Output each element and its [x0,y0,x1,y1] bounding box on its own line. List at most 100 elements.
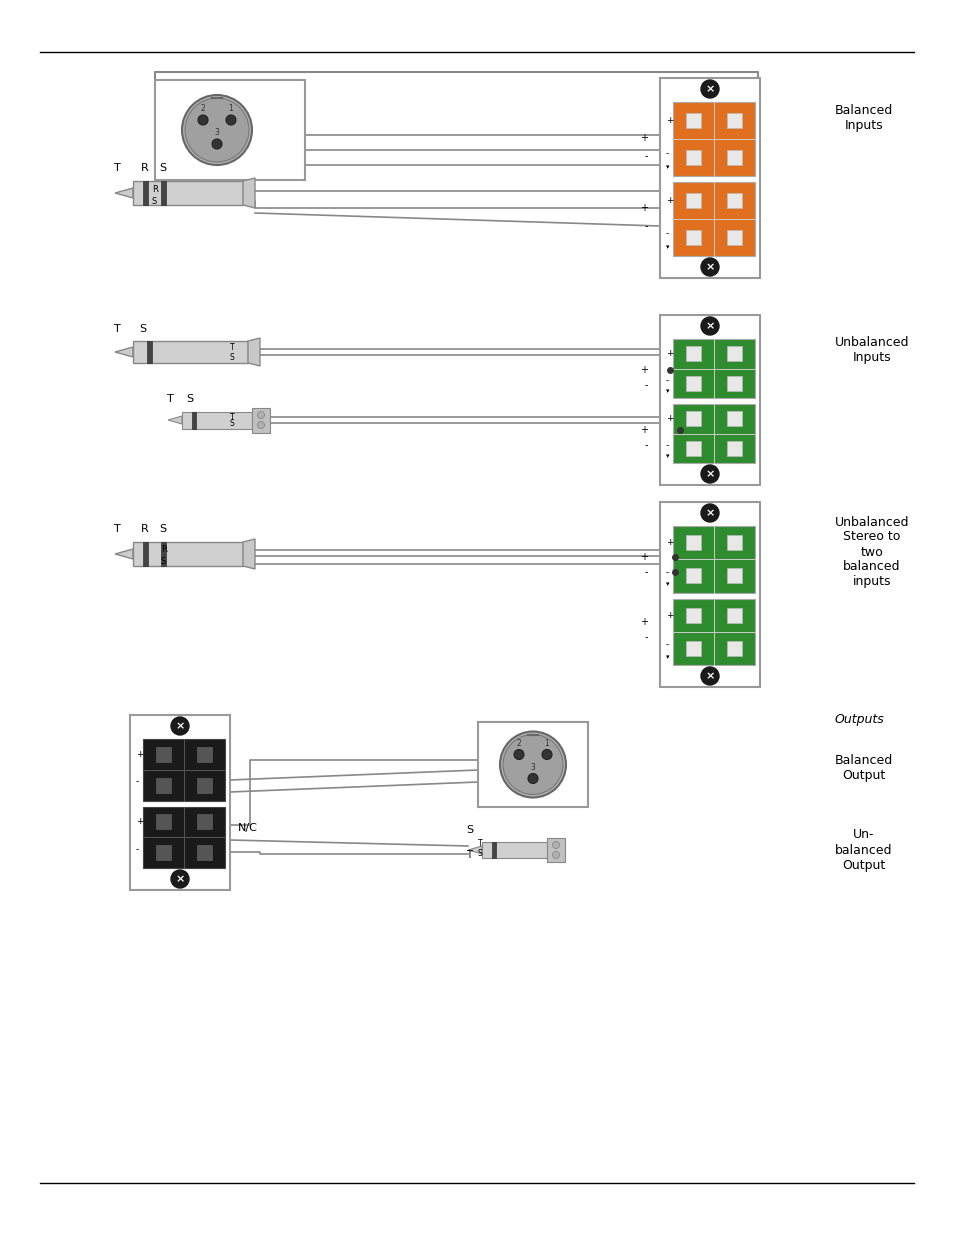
Text: Balanced
Inputs: Balanced Inputs [834,104,892,132]
Bar [492,842,496,858]
Bar [726,411,741,426]
Text: ▾: ▾ [665,245,669,251]
Text: +: + [639,203,647,212]
Circle shape [700,80,719,98]
Text: ▾: ▾ [665,164,669,170]
Bar [659,501,760,687]
Bar [726,151,741,165]
Bar [197,747,212,762]
Text: +: + [136,750,143,758]
Bar [726,608,741,622]
Text: ×: × [175,721,185,731]
Text: +: + [665,350,673,358]
Circle shape [182,95,252,165]
Text: T: T [230,343,234,352]
Circle shape [552,841,558,848]
Text: ▾: ▾ [665,453,669,459]
Text: +: + [639,425,647,435]
Polygon shape [168,416,182,424]
Bar [197,815,212,829]
Text: S: S [230,352,234,362]
Text: ×: × [704,469,714,479]
Text: -: - [644,151,647,161]
Text: -: - [665,641,669,650]
Bar [143,542,148,566]
Polygon shape [115,550,132,559]
Text: ×: × [175,874,185,884]
Text: 3: 3 [530,762,535,772]
Bar [481,842,546,858]
Text: T: T [477,840,482,848]
Circle shape [185,98,249,162]
Bar [161,182,166,205]
Circle shape [700,504,719,522]
Text: +: + [665,610,673,620]
Circle shape [499,731,565,798]
Text: -: - [644,632,647,642]
Text: S: S [230,420,234,429]
Text: 1: 1 [229,104,233,112]
Text: -: - [644,440,647,450]
Text: -: - [644,221,647,231]
Text: +: + [665,538,673,547]
Bar [147,341,152,363]
Text: S: S [159,163,167,173]
Text: S: S [466,825,473,835]
Bar [726,375,741,390]
Text: S: S [152,196,157,205]
Bar [726,230,741,245]
Bar [685,151,700,165]
Text: +: + [665,196,673,205]
Bar [685,230,700,245]
Text: ▾: ▾ [665,388,669,394]
Bar [685,568,700,583]
Text: T: T [167,394,173,404]
Circle shape [552,851,558,858]
Bar [161,542,166,566]
Polygon shape [468,846,481,853]
Bar [685,411,700,426]
Bar [685,535,700,550]
Polygon shape [115,347,132,357]
Bar [685,193,700,207]
Bar [143,739,225,800]
Circle shape [700,667,719,685]
Text: +: + [639,618,647,627]
Bar [726,193,741,207]
Circle shape [257,411,264,419]
Bar [672,526,754,593]
Bar [685,114,700,128]
Text: 2: 2 [517,739,521,747]
Bar [143,806,225,868]
Circle shape [700,317,719,335]
Circle shape [527,773,537,783]
Bar [192,411,195,429]
Bar [182,411,252,429]
Circle shape [198,115,208,125]
Text: Un-
balanced
Output: Un- balanced Output [834,829,891,872]
Bar [726,114,741,128]
Bar [685,375,700,390]
Bar [143,182,148,205]
Bar [156,815,171,829]
Text: S: S [139,324,147,333]
Text: ×: × [704,671,714,680]
Bar [672,103,754,177]
Text: T: T [465,850,472,860]
Text: T: T [230,412,234,421]
Circle shape [171,718,189,735]
Bar [132,542,243,566]
Bar [132,341,248,363]
Circle shape [541,750,552,760]
Bar [726,346,741,361]
Text: ▾: ▾ [665,582,669,588]
Text: Unbalanced
Inputs: Unbalanced Inputs [834,336,908,364]
Text: Unbalanced
Stereo to
two
balanced
inputs: Unbalanced Stereo to two balanced inputs [834,515,908,589]
Circle shape [514,750,523,760]
Bar [156,845,171,860]
Polygon shape [115,188,132,198]
Bar [726,441,741,456]
Bar [685,346,700,361]
Text: +: + [136,818,143,826]
Text: -: - [665,441,669,450]
